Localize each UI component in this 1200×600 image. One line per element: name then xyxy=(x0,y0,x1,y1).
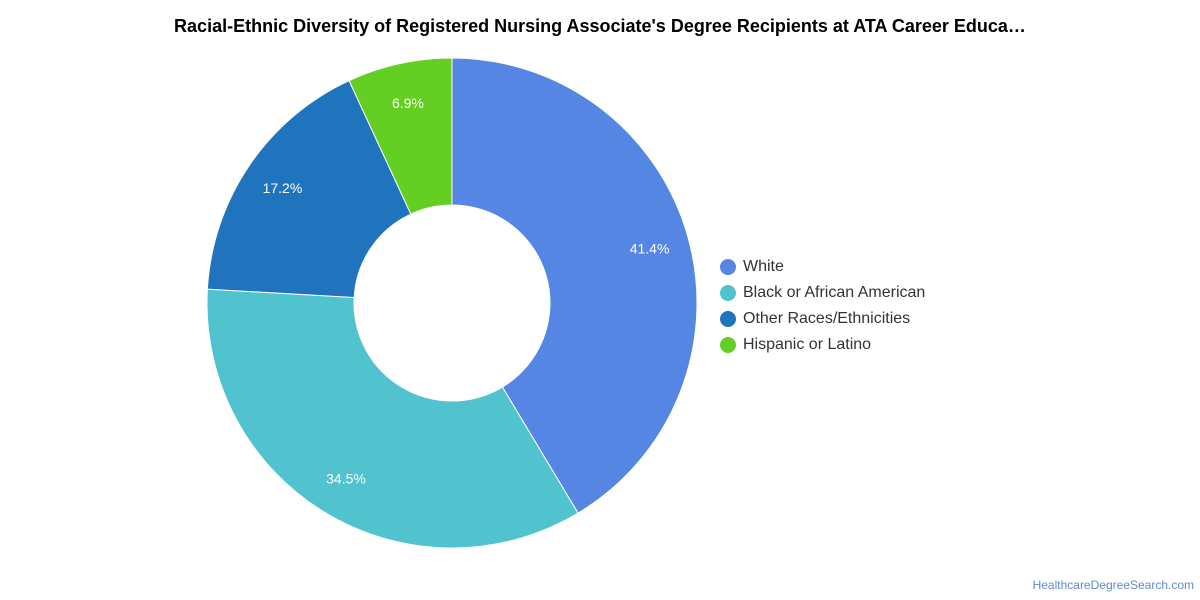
slice-label-hispanic-or-latino: 6.9% xyxy=(392,95,424,111)
slice-hispanic-or-latino[interactable] xyxy=(348,57,453,215)
slice-label-white: 41.4% xyxy=(630,240,670,256)
slice-black-or-african-american[interactable] xyxy=(206,288,579,549)
chart-legend: White Black or African American Other Ra… xyxy=(720,254,925,358)
legend-swatch-hispanic-or-latino xyxy=(720,337,736,353)
chart-title: Racial-Ethnic Diversity of Registered Nu… xyxy=(174,16,1026,36)
legend-label-hispanic-or-latino: Hispanic or Latino xyxy=(743,336,872,353)
legend-swatch-other-races-ethnicities xyxy=(720,311,736,327)
legend-item-white[interactable]: White xyxy=(720,254,925,280)
slice-label-black-or-african-american: 34.5% xyxy=(326,470,366,486)
slice-label-other-races-ethnicities: 17.2% xyxy=(263,180,303,196)
legend-swatch-black-or-african-american xyxy=(720,285,736,301)
source-link[interactable]: HealthcareDegreeSearch.com xyxy=(1032,578,1194,592)
legend-label-other-races-ethnicities: Other Races/Ethnicities xyxy=(743,310,911,327)
legend-swatch-white xyxy=(720,259,736,275)
slice-white[interactable] xyxy=(451,57,698,514)
legend-item-hispanic-or-latino[interactable]: Hispanic or Latino xyxy=(720,332,925,358)
legend-label-black-or-african-american: Black or African American xyxy=(743,284,926,301)
legend-item-black-or-african-american[interactable]: Black or African American xyxy=(720,280,925,306)
legend-item-other-races-ethnicities[interactable]: Other Races/Ethnicities xyxy=(720,306,925,332)
slice-other-races-ethnicities[interactable] xyxy=(206,80,412,298)
legend-label-white: White xyxy=(743,258,784,275)
